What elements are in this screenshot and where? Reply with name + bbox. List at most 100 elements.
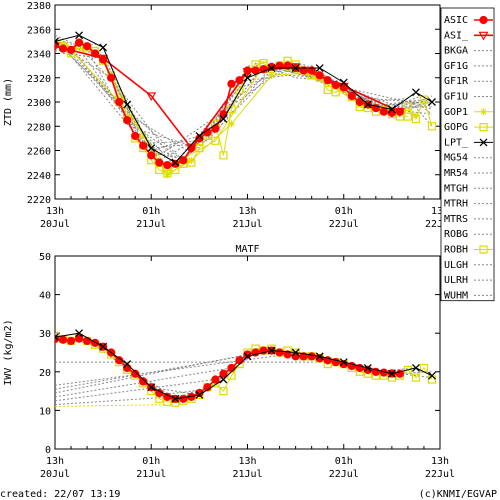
chart-title: MATF bbox=[235, 244, 259, 255]
series-asi-point bbox=[290, 63, 301, 72]
legend-entry-gop1-label: GOP1 bbox=[444, 107, 468, 118]
series-gopg-point bbox=[411, 373, 421, 382]
series-lpt-point bbox=[99, 43, 108, 52]
y-tick-label: 0 bbox=[45, 445, 51, 456]
created-timestamp: created: 22/07 13:19 bbox=[0, 489, 120, 500]
series-asic-point bbox=[66, 336, 76, 346]
y-tick-label: 30 bbox=[39, 329, 51, 340]
series-gopg-point bbox=[427, 122, 437, 131]
series-asic-point bbox=[227, 363, 236, 373]
series-asic-point bbox=[379, 107, 388, 116]
series-lpt-point bbox=[387, 369, 396, 378]
legend-entry-mr54-label: MR54 bbox=[444, 168, 468, 179]
series-lpt-point bbox=[147, 383, 156, 392]
legend-entry-ulgh-label: ULGH bbox=[444, 260, 468, 271]
series-asic-point bbox=[123, 116, 132, 125]
series-asic-point bbox=[139, 141, 148, 150]
series-asi-point bbox=[394, 108, 405, 117]
y-tick-label: 2360 bbox=[27, 25, 51, 36]
series-lpt-point bbox=[219, 115, 228, 123]
series-robh-point bbox=[403, 112, 413, 121]
series-asic-point bbox=[139, 377, 148, 386]
x-tick-label-date: 20Jul bbox=[40, 469, 70, 480]
legend-entry-gf1g-label: GF1G bbox=[444, 61, 468, 72]
series-group bbox=[55, 329, 437, 407]
iwv-panel: 0 10 20 30 40 50 13h 20Jul 01h 21Jul 13h 21Jul 01h 22… bbox=[3, 244, 455, 480]
legend-entry-gopg-marker bbox=[479, 122, 488, 132]
series-lpt-point bbox=[428, 371, 436, 380]
series-asic-point bbox=[179, 394, 188, 403]
x-tick-label-date: 22Jul bbox=[425, 219, 455, 230]
series-lpt-point bbox=[99, 342, 108, 351]
series-gop1-point bbox=[227, 120, 235, 128]
series-asi-point bbox=[242, 68, 253, 77]
series-gop1-point bbox=[59, 40, 67, 48]
series-asic-point bbox=[74, 334, 84, 343]
series-mg54-line bbox=[55, 353, 288, 386]
legend-entry-asi-marker bbox=[478, 31, 489, 41]
series-asic-point bbox=[115, 97, 124, 107]
series-asic-point bbox=[219, 369, 228, 378]
series-gopg-point bbox=[235, 85, 244, 94]
series-gopg-point bbox=[163, 169, 172, 178]
series-gopg-point bbox=[219, 387, 228, 396]
series-lpt-point bbox=[219, 375, 228, 384]
copyright-credit: (c)KNMI/EGVAP bbox=[419, 489, 497, 500]
legend-entry-lpt-marker bbox=[479, 138, 488, 147]
series-lpt-point bbox=[315, 352, 324, 361]
series-lpt-point bbox=[171, 394, 180, 403]
series-asic-point bbox=[283, 350, 292, 359]
series-group bbox=[55, 31, 437, 179]
y-tick-label: 2320 bbox=[27, 74, 51, 85]
ztd-panel: 2220 2240 2260 2280 2300 2320 2340 2360 2380 13h 2… bbox=[3, 1, 455, 230]
series-asic-point bbox=[387, 108, 396, 118]
series-asic-point bbox=[155, 158, 164, 167]
x-tick-label-time: 01h bbox=[335, 206, 353, 217]
series-lpt-point bbox=[339, 78, 348, 87]
series-asic-point bbox=[58, 335, 68, 344]
y-tick-label: 2300 bbox=[27, 98, 51, 109]
series-gop1-point bbox=[139, 132, 147, 140]
x-tick-label-date: 20Jul bbox=[40, 219, 70, 230]
y-tick-label: 10 bbox=[39, 406, 51, 417]
series-gopg-point bbox=[427, 375, 437, 384]
x-tick-label-date: 21Jul bbox=[136, 219, 166, 230]
y-tick-label: 2240 bbox=[27, 171, 51, 182]
y-tick-label: 20 bbox=[39, 368, 51, 379]
y-tick-label: 2220 bbox=[27, 195, 51, 206]
series-lpt-point bbox=[55, 37, 59, 46]
legend: ASIC ASI_ BKGA GF1G GF1R GF1U GOP1 GOPG LPT_ MG54… bbox=[440, 7, 495, 301]
series-asic-point bbox=[107, 73, 116, 82]
series-lpt-point bbox=[363, 100, 372, 109]
x-tick-label-time: 13h bbox=[46, 456, 64, 467]
series-asic-point bbox=[163, 392, 172, 401]
series-asic-point bbox=[179, 156, 188, 165]
series-lpt-point bbox=[411, 363, 420, 372]
series-asi-point bbox=[98, 54, 109, 64]
series-lpt-point bbox=[195, 391, 204, 399]
series-lpt-point bbox=[171, 158, 180, 167]
legend-entry-asic-label: ASIC bbox=[444, 15, 468, 26]
series-asic-point bbox=[211, 375, 220, 384]
series-gopg-point bbox=[403, 102, 413, 111]
series-lpt-point bbox=[363, 363, 372, 372]
y-axis-label: ZTD (mm) bbox=[3, 78, 14, 126]
x-tick-label-date: 21Jul bbox=[232, 219, 262, 230]
legend-entry-mtgh-label: MTGH bbox=[444, 183, 468, 194]
series-lpt-point bbox=[75, 329, 84, 338]
series-gopg-point bbox=[411, 114, 421, 124]
x-tick-label-date: 21Jul bbox=[136, 469, 166, 480]
series-lpt-point bbox=[243, 352, 252, 361]
x-tick-label-time: 13h bbox=[238, 456, 256, 467]
legend-entry-robh-label: ROBH bbox=[444, 245, 468, 256]
legend-entry-bkga-label: BKGA bbox=[444, 46, 468, 57]
series-mtrs-line bbox=[55, 379, 216, 402]
series-lpt-point bbox=[75, 31, 84, 40]
series-lpt-point bbox=[291, 348, 300, 357]
legend-entry-asi-label: ASI_ bbox=[444, 30, 469, 41]
series-asic-point bbox=[227, 79, 236, 88]
series-robh-line bbox=[55, 404, 168, 407]
x-tick-label-date: 22Jul bbox=[329, 469, 359, 480]
legend-entry-gop1-marker bbox=[480, 108, 487, 116]
